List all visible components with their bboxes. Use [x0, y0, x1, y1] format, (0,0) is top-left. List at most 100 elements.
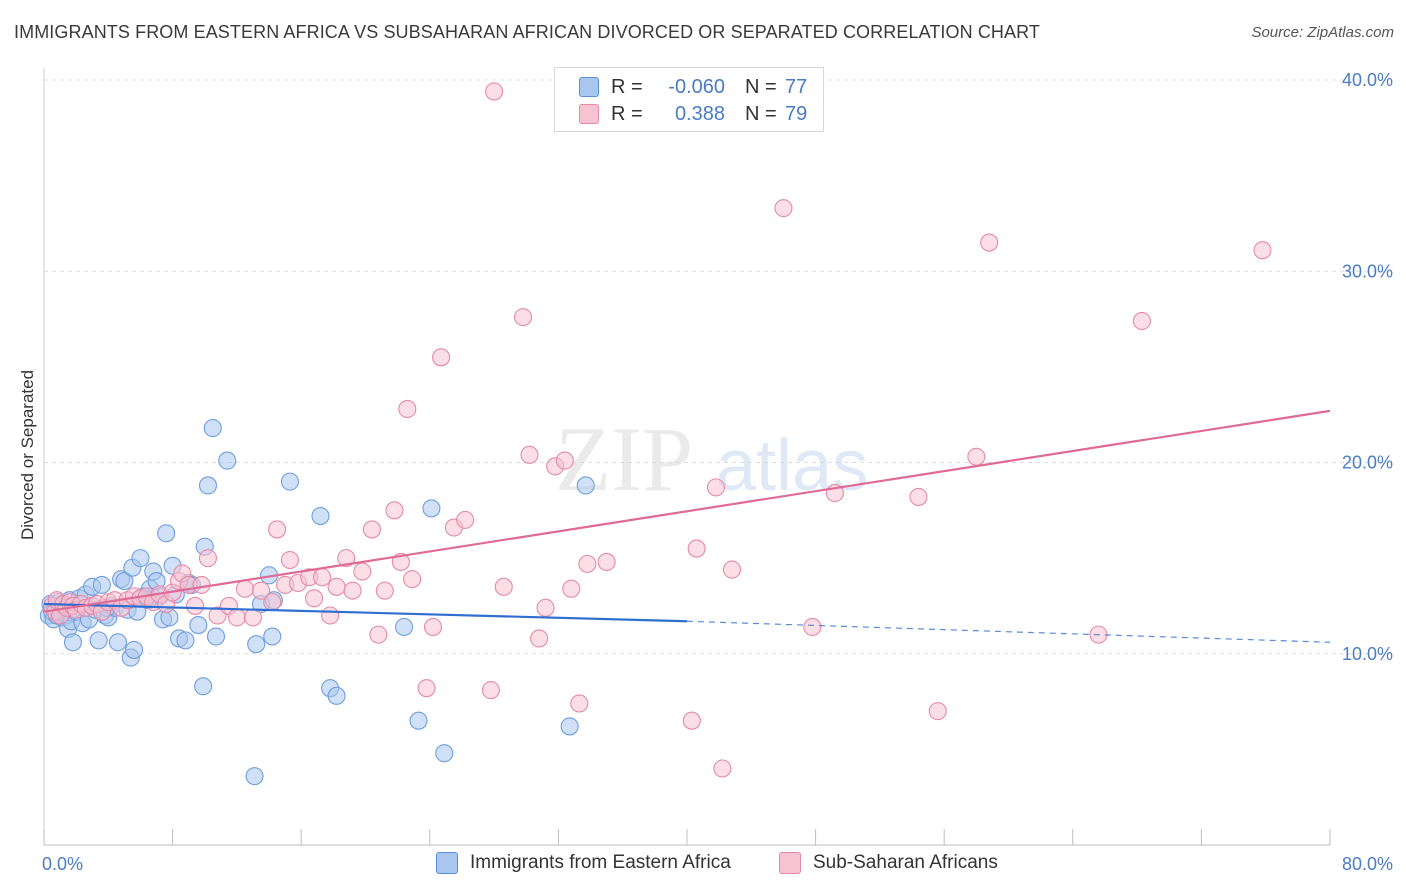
- data-point: [536, 598, 555, 617]
- data-point: [157, 524, 176, 543]
- data-point: [520, 445, 539, 464]
- legend-n-label: N =: [745, 102, 777, 125]
- data-point: [313, 568, 332, 587]
- legend-item-subsaharan[interactable]: Sub-Saharan Africans: [779, 852, 998, 874]
- data-point: [803, 617, 822, 637]
- data-point: [311, 506, 330, 526]
- legend-row-eastern-africa: R = -0.060 N = 77: [579, 74, 807, 100]
- trend-line-eastern-africa-extension: [686, 620, 1331, 643]
- data-point: [713, 759, 732, 778]
- trend-line-eastern-africa: [43, 602, 688, 623]
- data-point: [327, 577, 346, 596]
- data-point: [570, 694, 589, 713]
- data-point: [353, 562, 372, 581]
- data-point: [395, 617, 414, 637]
- legend-n-label: N =: [745, 75, 777, 98]
- data-point: [385, 501, 404, 520]
- data-point: [243, 608, 263, 627]
- data-point: [362, 520, 381, 539]
- legend-swatch-subsaharan: [579, 104, 599, 124]
- x-tick-label-min: 0.0%: [42, 854, 83, 874]
- y-axis-label: Divorced or Separated: [18, 369, 37, 541]
- data-point: [422, 499, 441, 518]
- y-tick-label: 30.0%: [1342, 261, 1393, 281]
- data-point: [327, 686, 346, 705]
- data-point: [108, 633, 127, 652]
- correlation-legend: R = -0.060 N = 77 R = 0.388 N = 79: [554, 67, 824, 132]
- data-point: [423, 617, 443, 637]
- data-point: [967, 447, 986, 466]
- legend-row-subsaharan: R = 0.388 N = 79: [579, 101, 807, 127]
- legend-n-value: 79: [785, 102, 808, 125]
- y-tick-label: 40.0%: [1342, 70, 1393, 90]
- data-point: [555, 451, 574, 470]
- axes: [43, 68, 1331, 846]
- data-point: [706, 478, 725, 497]
- data-point: [63, 633, 82, 652]
- y-tick-label: 20.0%: [1342, 453, 1393, 473]
- data-point: [89, 631, 108, 650]
- data-point: [235, 579, 254, 598]
- legend-swatch-eastern-africa: [436, 852, 458, 874]
- data-point: [280, 472, 299, 491]
- legend-r-value: 0.388: [674, 102, 725, 125]
- legend-label-subsaharan: Sub-Saharan Africans: [813, 852, 998, 873]
- data-point: [980, 233, 999, 252]
- data-point: [687, 539, 706, 558]
- data-point: [263, 627, 282, 646]
- data-point: [682, 711, 701, 730]
- data-point: [398, 399, 417, 419]
- data-point: [251, 581, 271, 600]
- data-point: [305, 589, 324, 608]
- legend-n-value: 77: [785, 75, 808, 98]
- grid-lines: [44, 79, 1395, 655]
- tick-labels: 10.0% 20.0% 30.0% 40.0% 0.0% 80.0%: [42, 70, 1393, 874]
- series-legend: Immigrants from Eastern Africa Sub-Sahar…: [0, 852, 1406, 878]
- legend-swatch-eastern-africa: [579, 77, 599, 97]
- data-point: [530, 629, 549, 648]
- legend-r-label: R =: [611, 102, 643, 125]
- data-point: [928, 702, 947, 721]
- data-point: [189, 616, 208, 635]
- data-point: [417, 679, 436, 698]
- data-point: [562, 579, 581, 598]
- data-point: [192, 575, 211, 594]
- data-point: [481, 681, 500, 700]
- data-point: [576, 476, 595, 495]
- legend-r-value: -0.060: [668, 75, 725, 98]
- legend-r-label: R =: [611, 75, 643, 98]
- data-point: [597, 552, 616, 572]
- data-point: [92, 575, 111, 594]
- data-point: [245, 767, 264, 786]
- data-point: [435, 744, 454, 763]
- data-point: [456, 510, 475, 529]
- data-point: [203, 419, 222, 438]
- legend-swatch-subsaharan: [779, 852, 801, 874]
- data-point: [268, 520, 287, 539]
- data-point: [227, 608, 246, 627]
- legend-item-eastern-africa[interactable]: Immigrants from Eastern Africa: [436, 852, 731, 874]
- data-point: [1132, 311, 1151, 331]
- data-point: [337, 549, 356, 568]
- data-point: [578, 554, 597, 573]
- data-point: [115, 572, 134, 591]
- data-point: [722, 560, 742, 579]
- trend-lines: [43, 409, 1331, 643]
- data-point: [485, 82, 504, 101]
- data-point: [206, 627, 226, 646]
- data-point: [131, 549, 150, 568]
- trend-line-subsaharan: [43, 409, 1331, 613]
- data-point: [1253, 241, 1272, 260]
- data-point: [774, 199, 793, 218]
- data-point: [343, 581, 362, 600]
- data-point: [198, 549, 218, 568]
- data-point: [403, 570, 422, 589]
- data-point: [409, 711, 428, 730]
- data-point: [218, 451, 237, 470]
- data-point: [369, 625, 388, 644]
- data-point: [494, 577, 513, 596]
- source-label: Source: ZipAtlas.com: [1251, 24, 1394, 41]
- data-point: [375, 581, 394, 600]
- x-tick-label-max: 80.0%: [1342, 854, 1393, 874]
